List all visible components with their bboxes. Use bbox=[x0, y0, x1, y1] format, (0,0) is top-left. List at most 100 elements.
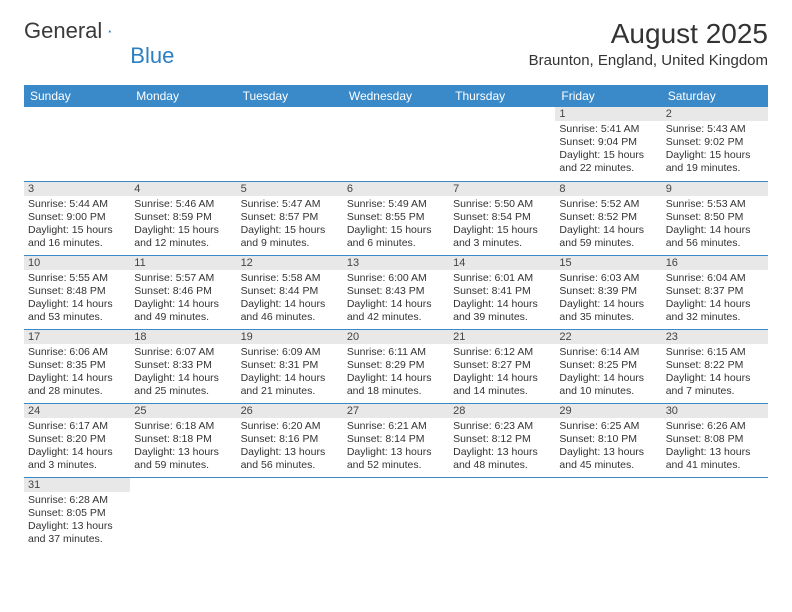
daylight-text: Daylight: 14 hours and 25 minutes. bbox=[134, 372, 232, 398]
calendar-cell bbox=[237, 107, 343, 181]
day-details: Sunrise: 5:53 AMSunset: 8:50 PMDaylight:… bbox=[662, 196, 768, 255]
daylight-text: Daylight: 15 hours and 9 minutes. bbox=[241, 224, 339, 250]
day-number: 17 bbox=[24, 330, 130, 344]
sunset-text: Sunset: 8:14 PM bbox=[347, 433, 445, 446]
sunset-text: Sunset: 8:54 PM bbox=[453, 211, 551, 224]
day-details: Sunrise: 6:09 AMSunset: 8:31 PMDaylight:… bbox=[237, 344, 343, 403]
day-number: 12 bbox=[237, 256, 343, 270]
day-number-row: 28 bbox=[449, 404, 555, 418]
sunrise-text: Sunrise: 6:09 AM bbox=[241, 346, 339, 359]
sunrise-text: Sunrise: 5:44 AM bbox=[28, 198, 126, 211]
day-number-row: 15 bbox=[555, 256, 661, 270]
calendar-cell: 10Sunrise: 5:55 AMSunset: 8:48 PMDayligh… bbox=[24, 255, 130, 329]
weekday-header: Friday bbox=[555, 85, 661, 107]
day-number: 5 bbox=[237, 182, 343, 196]
sunrise-text: Sunrise: 6:23 AM bbox=[453, 420, 551, 433]
sunrise-text: Sunrise: 6:21 AM bbox=[347, 420, 445, 433]
daylight-text: Daylight: 13 hours and 56 minutes. bbox=[241, 446, 339, 472]
title-block: August 2025 Braunton, England, United Ki… bbox=[529, 18, 768, 69]
logo-text-general: General bbox=[24, 18, 102, 44]
day-number: 14 bbox=[449, 256, 555, 270]
day-number: 7 bbox=[449, 182, 555, 196]
day-details: Sunrise: 6:12 AMSunset: 8:27 PMDaylight:… bbox=[449, 344, 555, 403]
daylight-text: Daylight: 14 hours and 28 minutes. bbox=[28, 372, 126, 398]
sunset-text: Sunset: 8:35 PM bbox=[28, 359, 126, 372]
sunset-text: Sunset: 8:20 PM bbox=[28, 433, 126, 446]
calendar-week-row: 17Sunrise: 6:06 AMSunset: 8:35 PMDayligh… bbox=[24, 329, 768, 403]
calendar-cell: 18Sunrise: 6:07 AMSunset: 8:33 PMDayligh… bbox=[130, 329, 236, 403]
day-number: 19 bbox=[237, 330, 343, 344]
day-number-row: 18 bbox=[130, 330, 236, 344]
day-number-row: 12 bbox=[237, 256, 343, 270]
sunrise-text: Sunrise: 5:55 AM bbox=[28, 272, 126, 285]
daylight-text: Daylight: 15 hours and 22 minutes. bbox=[559, 149, 657, 175]
day-number: 26 bbox=[237, 404, 343, 418]
calendar-cell: 5Sunrise: 5:47 AMSunset: 8:57 PMDaylight… bbox=[237, 181, 343, 255]
daylight-text: Daylight: 15 hours and 19 minutes. bbox=[666, 149, 764, 175]
day-number-row: 26 bbox=[237, 404, 343, 418]
calendar-cell bbox=[130, 477, 236, 551]
day-details: Sunrise: 6:18 AMSunset: 8:18 PMDaylight:… bbox=[130, 418, 236, 477]
sunset-text: Sunset: 9:04 PM bbox=[559, 136, 657, 149]
sunset-text: Sunset: 9:02 PM bbox=[666, 136, 764, 149]
sunrise-text: Sunrise: 6:17 AM bbox=[28, 420, 126, 433]
sunrise-text: Sunrise: 5:41 AM bbox=[559, 123, 657, 136]
day-details: Sunrise: 5:49 AMSunset: 8:55 PMDaylight:… bbox=[343, 196, 449, 255]
day-number-row: 25 bbox=[130, 404, 236, 418]
daylight-text: Daylight: 13 hours and 59 minutes. bbox=[134, 446, 232, 472]
calendar-week-row: 3Sunrise: 5:44 AMSunset: 9:00 PMDaylight… bbox=[24, 181, 768, 255]
day-number: 21 bbox=[449, 330, 555, 344]
calendar-cell: 24Sunrise: 6:17 AMSunset: 8:20 PMDayligh… bbox=[24, 403, 130, 477]
calendar-cell: 25Sunrise: 6:18 AMSunset: 8:18 PMDayligh… bbox=[130, 403, 236, 477]
day-number: 29 bbox=[555, 404, 661, 418]
day-number-row: 23 bbox=[662, 330, 768, 344]
calendar-cell: 27Sunrise: 6:21 AMSunset: 8:14 PMDayligh… bbox=[343, 403, 449, 477]
day-number: 31 bbox=[24, 478, 130, 492]
daylight-text: Daylight: 14 hours and 49 minutes. bbox=[134, 298, 232, 324]
sunset-text: Sunset: 8:12 PM bbox=[453, 433, 551, 446]
sunrise-text: Sunrise: 5:53 AM bbox=[666, 198, 764, 211]
logo-text-blue: Blue bbox=[130, 43, 174, 69]
day-details: Sunrise: 6:14 AMSunset: 8:25 PMDaylight:… bbox=[555, 344, 661, 403]
day-number-row: 3 bbox=[24, 182, 130, 196]
day-number: 1 bbox=[555, 107, 661, 121]
day-number: 18 bbox=[130, 330, 236, 344]
daylight-text: Daylight: 15 hours and 3 minutes. bbox=[453, 224, 551, 250]
day-details: Sunrise: 6:23 AMSunset: 8:12 PMDaylight:… bbox=[449, 418, 555, 477]
calendar-cell bbox=[237, 477, 343, 551]
day-number: 28 bbox=[449, 404, 555, 418]
sunrise-text: Sunrise: 6:00 AM bbox=[347, 272, 445, 285]
daylight-text: Daylight: 14 hours and 53 minutes. bbox=[28, 298, 126, 324]
sunset-text: Sunset: 8:16 PM bbox=[241, 433, 339, 446]
day-number: 11 bbox=[130, 256, 236, 270]
calendar-cell: 30Sunrise: 6:26 AMSunset: 8:08 PMDayligh… bbox=[662, 403, 768, 477]
day-details: Sunrise: 5:44 AMSunset: 9:00 PMDaylight:… bbox=[24, 196, 130, 255]
day-number-row: 1 bbox=[555, 107, 661, 121]
calendar-cell: 15Sunrise: 6:03 AMSunset: 8:39 PMDayligh… bbox=[555, 255, 661, 329]
calendar-cell: 26Sunrise: 6:20 AMSunset: 8:16 PMDayligh… bbox=[237, 403, 343, 477]
sunset-text: Sunset: 8:18 PM bbox=[134, 433, 232, 446]
sunset-text: Sunset: 8:55 PM bbox=[347, 211, 445, 224]
calendar-cell: 6Sunrise: 5:49 AMSunset: 8:55 PMDaylight… bbox=[343, 181, 449, 255]
calendar-cell: 16Sunrise: 6:04 AMSunset: 8:37 PMDayligh… bbox=[662, 255, 768, 329]
day-number-row: 4 bbox=[130, 182, 236, 196]
calendar-cell: 31Sunrise: 6:28 AMSunset: 8:05 PMDayligh… bbox=[24, 477, 130, 551]
daylight-text: Daylight: 14 hours and 3 minutes. bbox=[28, 446, 126, 472]
weekday-header: Sunday bbox=[24, 85, 130, 107]
daylight-text: Daylight: 14 hours and 46 minutes. bbox=[241, 298, 339, 324]
daylight-text: Daylight: 13 hours and 45 minutes. bbox=[559, 446, 657, 472]
calendar-cell: 20Sunrise: 6:11 AMSunset: 8:29 PMDayligh… bbox=[343, 329, 449, 403]
sail-icon bbox=[108, 21, 112, 41]
day-details: Sunrise: 6:04 AMSunset: 8:37 PMDaylight:… bbox=[662, 270, 768, 329]
day-details: Sunrise: 6:01 AMSunset: 8:41 PMDaylight:… bbox=[449, 270, 555, 329]
calendar-cell: 2Sunrise: 5:43 AMSunset: 9:02 PMDaylight… bbox=[662, 107, 768, 181]
calendar-week-row: 1Sunrise: 5:41 AMSunset: 9:04 PMDaylight… bbox=[24, 107, 768, 181]
calendar-cell bbox=[449, 477, 555, 551]
calendar-week-row: 24Sunrise: 6:17 AMSunset: 8:20 PMDayligh… bbox=[24, 403, 768, 477]
sunset-text: Sunset: 8:25 PM bbox=[559, 359, 657, 372]
day-details: Sunrise: 6:00 AMSunset: 8:43 PMDaylight:… bbox=[343, 270, 449, 329]
day-number-row: 30 bbox=[662, 404, 768, 418]
day-number-row: 20 bbox=[343, 330, 449, 344]
sunset-text: Sunset: 8:31 PM bbox=[241, 359, 339, 372]
sunrise-text: Sunrise: 6:03 AM bbox=[559, 272, 657, 285]
